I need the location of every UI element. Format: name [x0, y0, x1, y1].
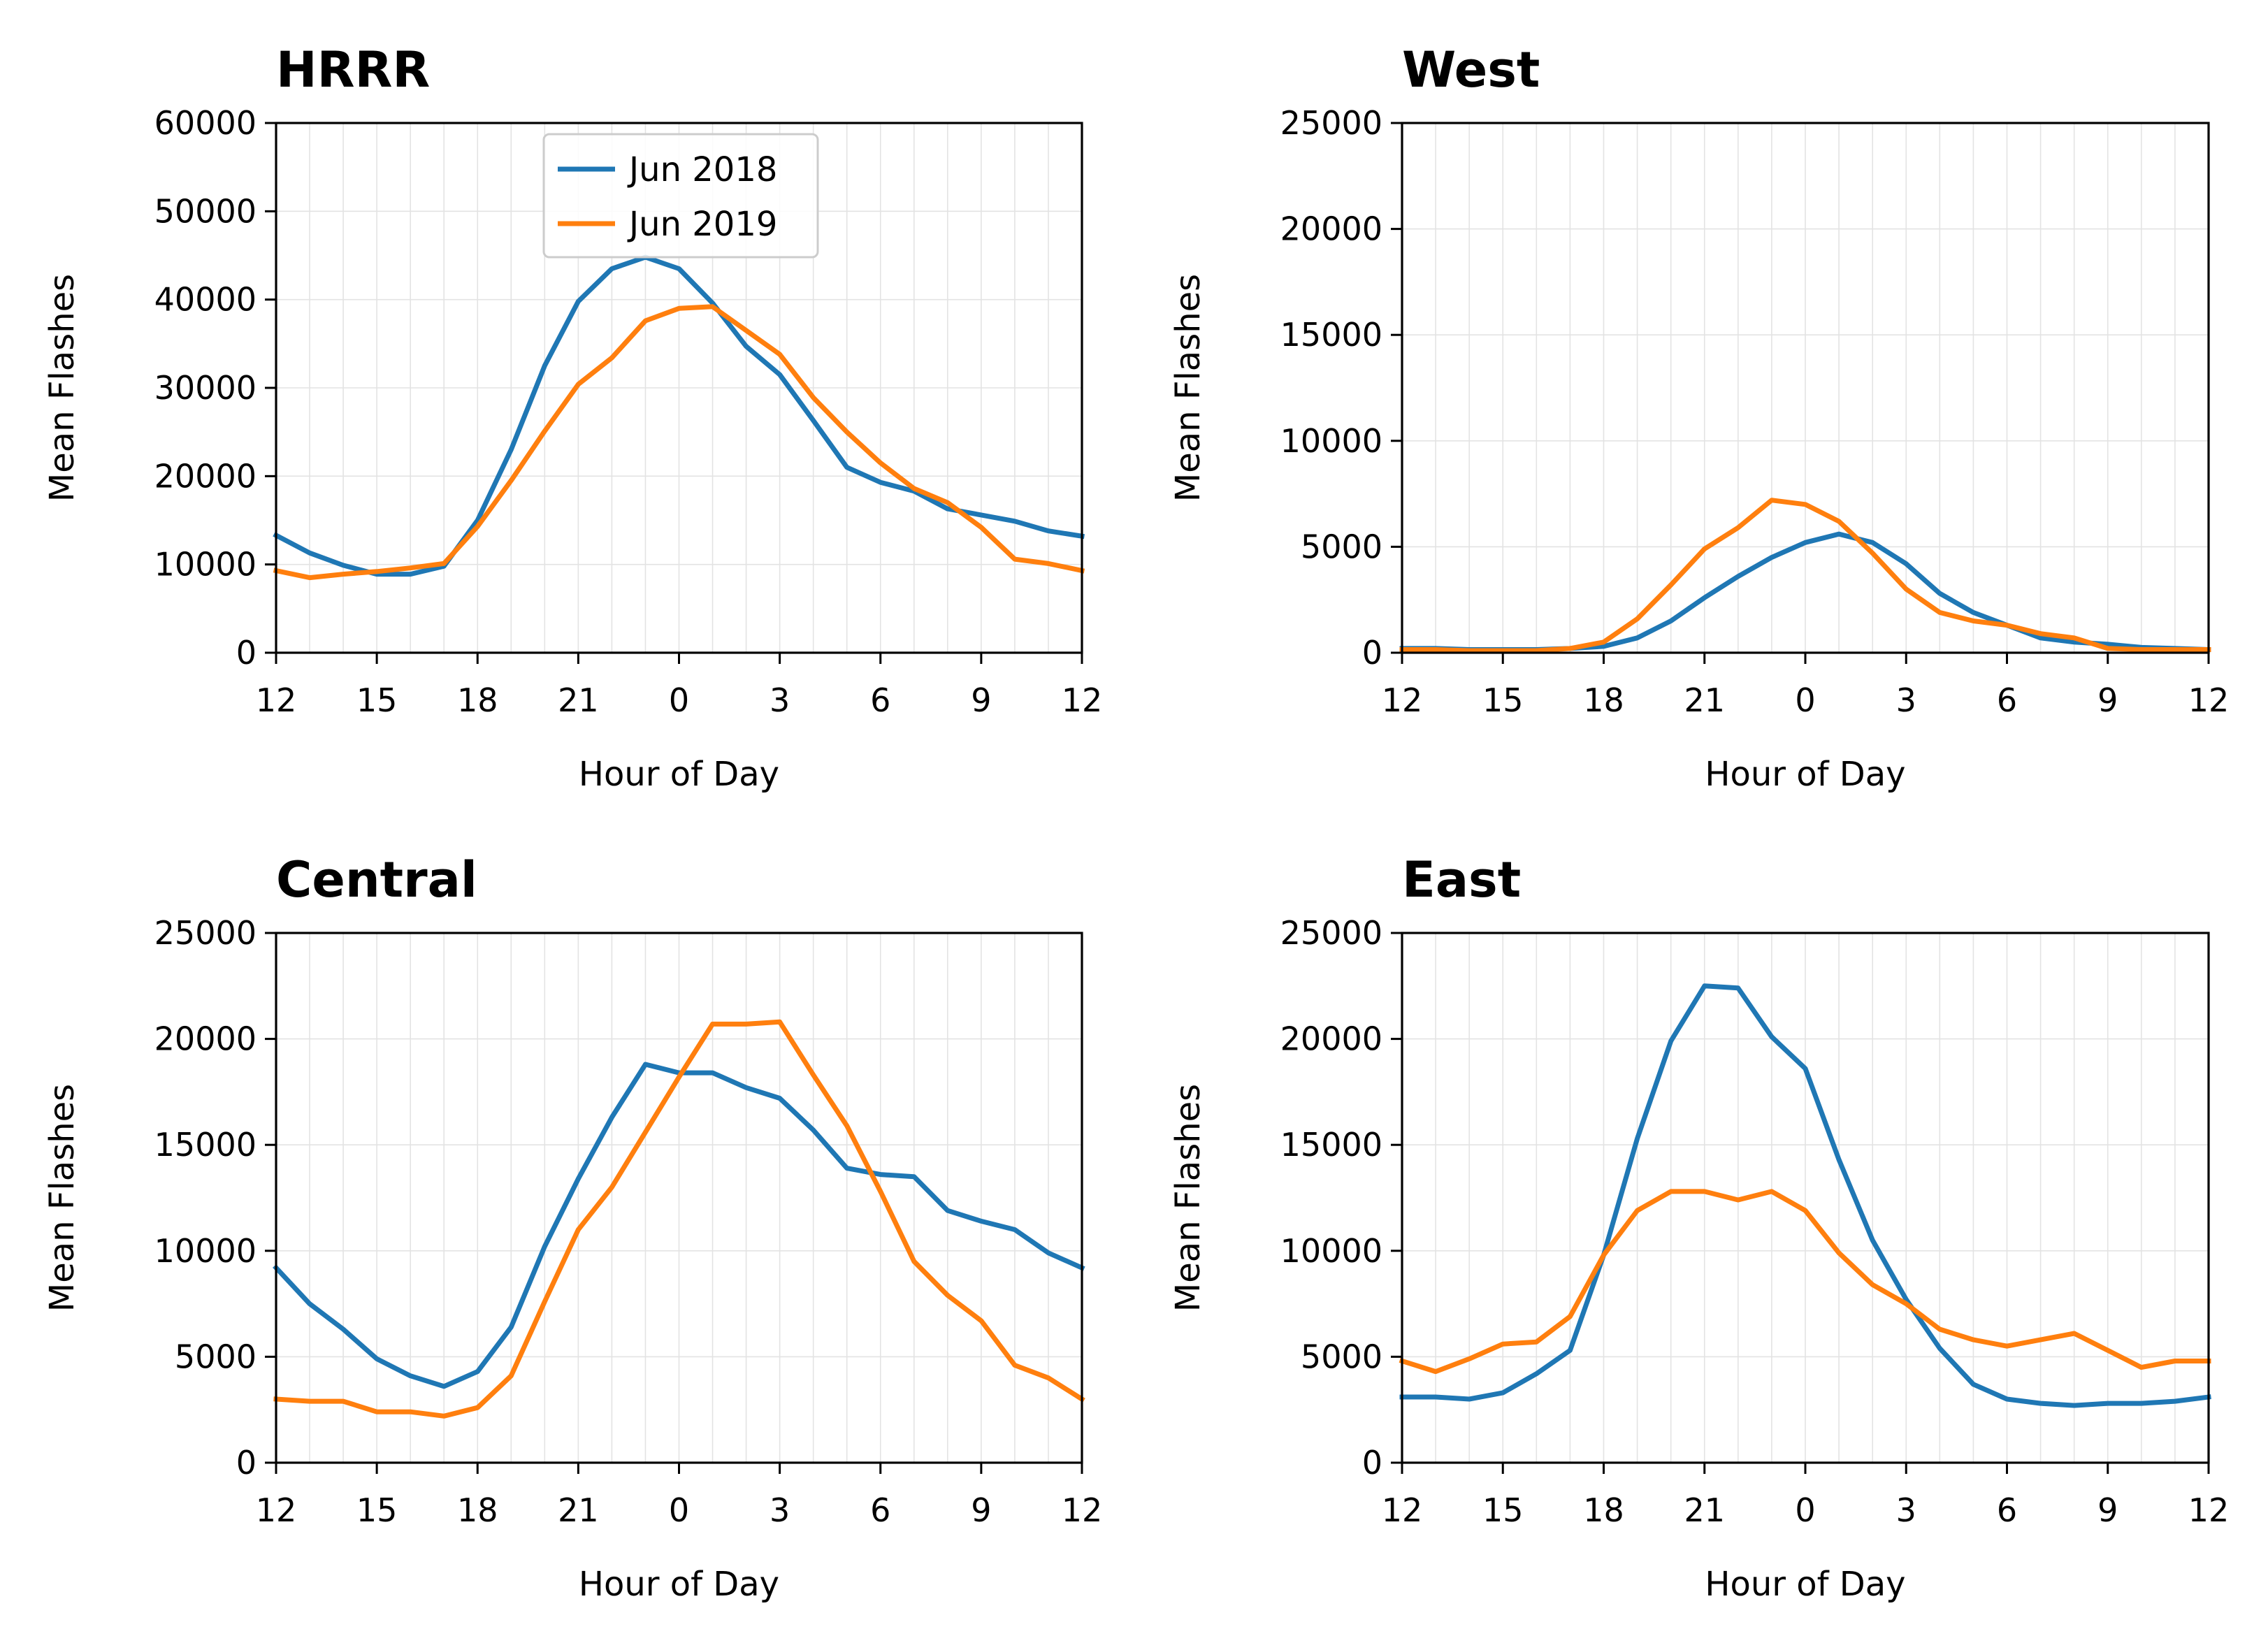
y-tick-label: 20000 [154, 457, 257, 495]
series-line-0 [273, 254, 1085, 577]
series-line-0 [1399, 983, 2211, 1408]
series-line-1 [273, 304, 1085, 581]
y-tick-label: 5000 [1301, 528, 1382, 565]
x-tick-label: 3 [1896, 681, 1916, 719]
y-tick-label: 10000 [1280, 422, 1382, 460]
x-tick-label: 0 [1795, 681, 1815, 719]
y-tick-label: 50000 [154, 192, 257, 230]
y-tick-label: 10000 [154, 1232, 257, 1270]
x-tick-label: 18 [457, 1491, 498, 1529]
x-tick-label: 0 [1795, 1491, 1815, 1529]
x-axis-label: Hour of Day [579, 1565, 779, 1604]
x-tick-label: 12 [1382, 1491, 1423, 1529]
y-tick-label: 15000 [1280, 316, 1382, 354]
y-tick-label: 20000 [154, 1020, 257, 1058]
x-tick-label: 12 [1062, 681, 1103, 719]
x-tick-label: 12 [1382, 681, 1423, 719]
series-line-1 [273, 1019, 1085, 1419]
chart-title: HRRR [276, 41, 430, 99]
x-tick-label: 9 [971, 1491, 991, 1529]
x-axis-label: Hour of Day [579, 755, 779, 794]
x-tick-label: 12 [1062, 1491, 1103, 1529]
x-tick-label: 15 [356, 681, 398, 719]
y-tick-label: 5000 [175, 1338, 257, 1375]
y-tick-label: 10000 [154, 546, 257, 584]
charts-root: 12 15 18 21 0 3 6 9 1201000020000300004000050000… [43, 41, 2229, 1604]
x-axis-label: Hour of Day [1705, 1565, 1905, 1604]
chart-panel-central: 12 15 18 21 0 3 6 9 12 0 5000 10000 15000 20000 25000 C… [43, 851, 1102, 1604]
chart-title: East [1402, 851, 1521, 909]
x-tick-label: 18 [1583, 1491, 1624, 1529]
x-tick-label: 15 [1482, 1491, 1524, 1529]
x-tick-label: 21 [1684, 1491, 1725, 1529]
y-tick-label: 60000 [154, 104, 257, 142]
legend-label-0: Jun 2018 [627, 150, 777, 189]
x-tick-label: 18 [457, 681, 498, 719]
x-axis-label: Hour of Day [1705, 755, 1905, 794]
x-tick-label: 21 [558, 1491, 599, 1529]
x-tick-label: 9 [2097, 681, 2118, 719]
x-tick-label: 3 [770, 1491, 790, 1529]
chart-panel-east: 12 15 18 21 0 3 6 9 120500010000150002000025000E… [1169, 851, 2229, 1604]
y-tick-label: 25000 [154, 914, 257, 952]
legend-box [542, 133, 819, 259]
x-tick-label: 21 [1684, 681, 1725, 719]
x-tick-label: 3 [770, 681, 790, 719]
legend: Jun 2018 Jun 2019 [542, 133, 819, 259]
y-tick-label: 40000 [154, 281, 257, 319]
x-tick-label: 6 [1997, 1491, 2017, 1529]
chart-title: West [1402, 41, 1540, 99]
y-tick-label: 15000 [154, 1126, 257, 1164]
x-tick-label: 21 [558, 681, 599, 719]
x-tick-label: 18 [1583, 681, 1624, 719]
x-tick-label: 12 [2188, 681, 2230, 719]
y-axis-label: Mean Flashes [1169, 274, 1208, 502]
y-tick-label: 20000 [1280, 1020, 1382, 1058]
y-axis-label: Mean Flashes [1169, 1084, 1208, 1312]
series-line-1 [1399, 1189, 2211, 1375]
chart-title: Central [276, 851, 477, 909]
y-tick-label: 20000 [1280, 210, 1382, 248]
legend-label-1: Jun 2019 [627, 205, 777, 244]
y-tick-label: 10000 [1280, 1232, 1382, 1270]
x-tick-label: 12 [256, 681, 297, 719]
chart-panel-west: 12 15 18 21 0 3 6 9 120500010000150002000025000W… [1169, 41, 2229, 794]
x-tick-label: 15 [1482, 681, 1524, 719]
y-tick-label: 0 [1362, 634, 1382, 672]
y-tick-label: 0 [1362, 1444, 1382, 1482]
x-tick-label: 0 [669, 1491, 689, 1529]
x-tick-label: 12 [2188, 1491, 2230, 1529]
x-tick-label: 6 [870, 681, 890, 719]
y-tick-label: 15000 [1280, 1126, 1382, 1164]
chart-panel-hrrr: 12 15 18 21 0 3 6 9 12 0 10000 20000 30000 40000 50000… [43, 41, 1102, 794]
x-tick-label: 6 [1997, 681, 2017, 719]
x-tick-label: 9 [971, 681, 991, 719]
y-axis-label: Mean Flashes [43, 1084, 82, 1312]
y-tick-label: 0 [236, 634, 257, 672]
y-tick-label: 0 [236, 1444, 257, 1482]
y-tick-label: 30000 [154, 369, 257, 407]
x-tick-label: 15 [356, 1491, 398, 1529]
x-tick-label: 9 [2097, 1491, 2118, 1529]
x-tick-label: 6 [870, 1491, 890, 1529]
x-tick-label: 0 [669, 681, 689, 719]
y-tick-label: 5000 [1301, 1338, 1382, 1375]
y-tick-label: 25000 [1280, 104, 1382, 142]
x-tick-label: 3 [1896, 1491, 1916, 1529]
x-tick-label: 12 [256, 1491, 297, 1529]
series-line-1 [1399, 498, 2211, 653]
y-axis-label: Mean Flashes [43, 274, 82, 502]
y-tick-label: 25000 [1280, 914, 1382, 952]
